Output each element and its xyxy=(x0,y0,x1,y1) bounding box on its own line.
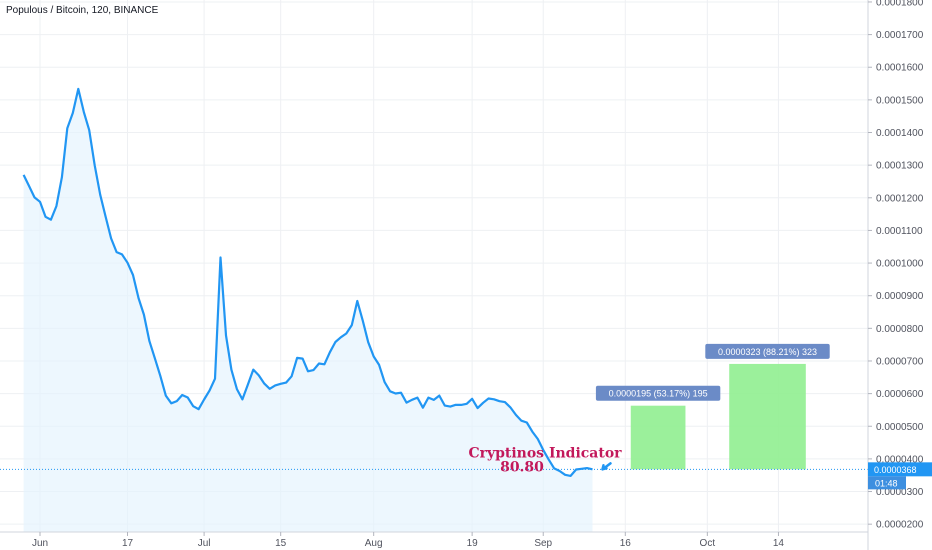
x-tick-label: 19 xyxy=(467,538,479,549)
y-tick-label: 0.0000800 xyxy=(876,324,924,335)
x-tick-label: Sep xyxy=(534,538,552,549)
current-price-tag-bg xyxy=(868,462,932,477)
y-tick-label: 0.0001100 xyxy=(876,226,923,237)
projection-label-bg xyxy=(705,343,830,359)
y-tick-label: 0.0001000 xyxy=(876,259,924,270)
y-tick-label: 0.0000600 xyxy=(876,389,924,400)
projection-label: 0.0000323 (88.21%) 323 xyxy=(718,347,817,357)
y-tick-label: 0.0000700 xyxy=(876,356,924,367)
price-line xyxy=(22,87,593,477)
current-price-tag: 0.0000368 xyxy=(874,465,917,475)
x-tick-label: 16 xyxy=(620,538,632,549)
x-tick-label: Jun xyxy=(32,538,48,549)
y-tick-label: 0.0001300 xyxy=(876,161,924,172)
projection-label: 0.0000195 (53.17%) 195 xyxy=(609,389,708,399)
y-tick-label: 0.0001800 xyxy=(876,0,924,8)
price-area xyxy=(23,88,593,533)
x-tick-label: Jul xyxy=(198,538,211,549)
x-tick-label: 14 xyxy=(773,538,785,549)
countdown-tag: 01:48 xyxy=(875,478,898,488)
y-tick-label: 0.0001700 xyxy=(876,30,924,41)
x-axis[interactable]: Jun 17 Jul 15 Aug 19 Sep 16 Oct 14 xyxy=(0,531,868,549)
y-tick-label: 0.0000400 xyxy=(876,454,924,465)
x-tick-label: Aug xyxy=(365,538,383,549)
y-tick-label: 0.0001500 xyxy=(876,95,924,106)
projection-boxes: 0.0000195 (53.17%) 195 0.0000323 (88.21%)… xyxy=(595,343,830,470)
x-tick-label: 15 xyxy=(275,538,287,549)
x-tick-label: 17 xyxy=(122,538,134,549)
y-tick-label: 0.0000300 xyxy=(876,487,924,498)
projection-box xyxy=(729,363,806,470)
countdown-tag-bg xyxy=(868,476,906,490)
y-tick-label: 0.0000500 xyxy=(876,422,924,433)
indicator-value: 80.80 xyxy=(500,459,544,475)
chart-title: Populous / Bitcoin, 120, BINANCE xyxy=(6,5,159,16)
projection-box xyxy=(630,405,686,470)
y-tick-label: 0.0001400 xyxy=(876,128,924,139)
y-axis[interactable]: 0.0000200 0.0000300 0.0000400 0.0000500 0.00… xyxy=(867,0,932,550)
y-tick-label: 0.0000200 xyxy=(876,520,924,531)
indicator-name: Cryptinos Indicator xyxy=(468,445,622,461)
y-tick-label: 0.0001200 xyxy=(876,193,924,204)
y-tick-label: 0.0000900 xyxy=(876,291,924,302)
indicator-arrow xyxy=(601,462,612,471)
y-tick-label: 0.0001600 xyxy=(876,63,924,74)
x-tick-label: Oct xyxy=(700,538,716,549)
price-area-fill xyxy=(23,88,593,533)
projection-label-bg xyxy=(595,385,721,401)
